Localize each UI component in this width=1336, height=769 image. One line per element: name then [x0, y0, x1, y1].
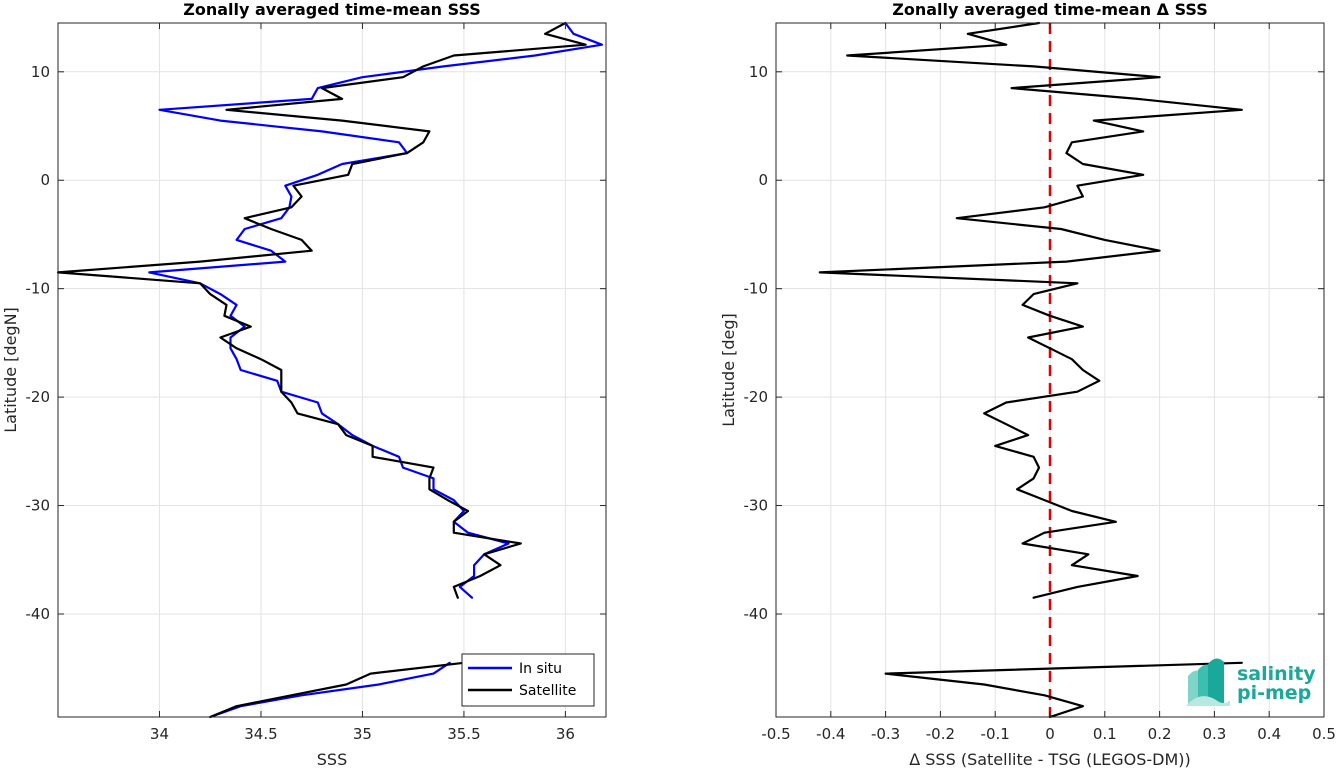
salinity-pi-mep-logo: salinity pi-mep — [1186, 658, 1316, 706]
legend-box — [461, 653, 595, 707]
y-tick-label: -20 — [26, 388, 51, 406]
sss-chart-title: Zonally averaged time-mean SSS — [183, 0, 481, 19]
sss-x-axis-label: SSS — [317, 750, 347, 769]
series-line-delta-sss-segment-2 — [884, 661, 1243, 719]
x-tick-label: 0.5 — [1312, 725, 1336, 743]
sss-panel: 34 34.5 35 35.5 36 -40 -30 -20 -10 0 10 Zonally a… — [1, 0, 607, 769]
delta-sss-series — [818, 21, 1243, 719]
x-tick-label: -0.3 — [871, 725, 900, 743]
series-line-delta-sss-segment-1 — [818, 21, 1243, 599]
delta-sss-x-ticks: -0.5 -0.4 -0.3 -0.2 -0.1 0 0.1 0.2 0.3 0.4 0.5 — [761, 23, 1336, 743]
logo-text-salinity: salinity — [1237, 663, 1316, 685]
x-tick-label: 34 — [150, 725, 169, 743]
series-line-satellite-segment-1 — [56, 21, 587, 599]
x-tick-label: -0.1 — [981, 725, 1010, 743]
sss-grid — [58, 23, 606, 717]
y-tick-label: 0 — [758, 171, 768, 189]
legend-label-satellite: Satellite — [519, 683, 576, 699]
y-tick-label: -10 — [744, 280, 769, 298]
x-tick-label: 35 — [353, 725, 372, 743]
x-tick-label: 36 — [556, 725, 575, 743]
y-tick-label: -40 — [744, 605, 769, 623]
y-tick-label: 0 — [40, 171, 50, 189]
sss-y-axis-label: Latitude [degN] — [1, 307, 20, 433]
delta-sss-y-axis-label: Latitude [deg] — [719, 313, 738, 427]
x-tick-label: 34.5 — [244, 725, 277, 743]
x-tick-label: 35.5 — [447, 725, 480, 743]
sss-series — [56, 21, 604, 719]
delta-sss-chart-title: Zonally averaged time-mean Δ SSS — [892, 0, 1208, 19]
delta-sss-x-axis-label: Δ SSS (Satellite - TSG (LEGOS-DM)) — [909, 750, 1191, 769]
y-tick-label: -40 — [26, 605, 51, 623]
x-tick-label: 0 — [1045, 725, 1055, 743]
delta-sss-panel: -0.5 -0.4 -0.3 -0.2 -0.1 0 0.1 0.2 0.3 0.4 0.5 -40… — [719, 0, 1336, 769]
y-tick-label: 10 — [31, 63, 50, 81]
sss-y-ticks: -40 -30 -20 -10 0 10 — [26, 63, 606, 623]
x-tick-label: -0.5 — [761, 725, 790, 743]
logo-text-pi-mep: pi-mep — [1237, 682, 1311, 704]
series-line-satellite-segment-2 — [209, 661, 465, 719]
x-tick-label: 0.4 — [1257, 725, 1281, 743]
legend: In situ Satellite — [461, 653, 595, 707]
x-tick-label: 0.3 — [1202, 725, 1226, 743]
y-tick-label: -30 — [26, 497, 51, 515]
x-tick-label: -0.4 — [816, 725, 845, 743]
x-tick-label: 0.2 — [1148, 725, 1172, 743]
wave-icon — [1186, 658, 1230, 706]
delta-sss-y-ticks: -40 -30 -20 -10 0 10 — [744, 63, 1324, 623]
series-line-in-situ-segment-1 — [148, 21, 604, 599]
series-line-in-situ-segment-2 — [209, 661, 451, 719]
y-tick-label: -30 — [744, 497, 769, 515]
sss-x-ticks: 34 34.5 35 35.5 36 — [150, 23, 575, 743]
x-tick-label: -0.2 — [926, 725, 955, 743]
y-tick-label: -20 — [744, 388, 769, 406]
y-tick-label: 10 — [749, 63, 768, 81]
x-tick-label: 0.1 — [1093, 725, 1117, 743]
y-tick-label: -10 — [26, 280, 51, 298]
sss-axes-frame — [57, 22, 607, 718]
legend-label-in-situ: In situ — [519, 661, 562, 677]
